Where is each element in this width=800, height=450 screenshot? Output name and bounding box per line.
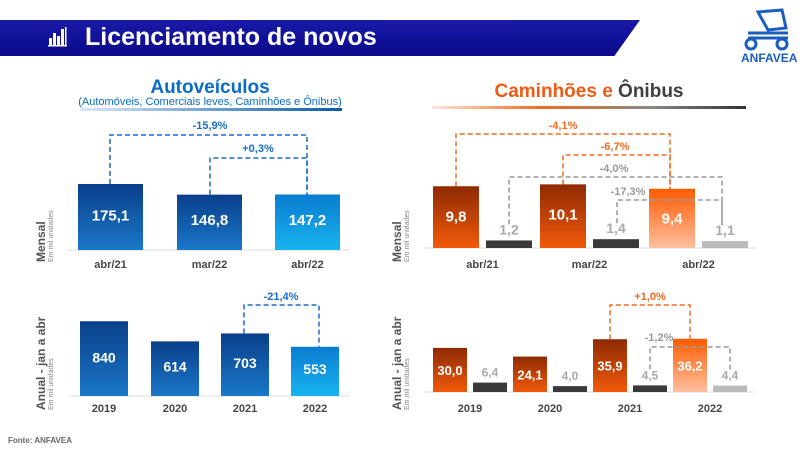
- bus-monthly-annotation-2-bracket: [616, 199, 723, 226]
- truck-monthly-bus-bar: [593, 239, 639, 248]
- truck-monthly-truck-value-label: 10,1: [548, 206, 577, 223]
- y-label-annual-right: Anual - jan a abr Em mil unidades: [390, 316, 411, 410]
- auto-monthly-value-label: 175,1: [92, 207, 130, 224]
- auto-annual-bar: [291, 346, 339, 396]
- truck-annual-truck-bar: [593, 339, 627, 392]
- auto-annual-category-label: 2022: [303, 403, 327, 415]
- bus-annual-annotation-1-bracket: [649, 346, 731, 370]
- auto-annual-value-label: 703: [233, 355, 257, 371]
- truck-monthly-bus-value-label: 1,1: [715, 222, 735, 238]
- truck-annual-truck-value-label: 35,9: [597, 359, 622, 374]
- caminhoes-underline: [432, 106, 746, 109]
- auto-monthly-bar: [78, 183, 143, 250]
- page-title: Licenciamento de novos: [85, 23, 377, 51]
- source-note: Fonte: ANFAVEA: [8, 436, 72, 445]
- caminhoes-onibus-title: Caminhões e Ônibus: [432, 81, 746, 103]
- truck-monthly-annotation-2-label: -6,7%: [601, 141, 630, 153]
- auto-annual-bar: [151, 341, 199, 396]
- auto-annual-bar: [221, 333, 269, 396]
- auto-annual-annotation-1-label: -21,4%: [264, 291, 299, 303]
- anfavea-logo-text: ANFAVEA: [741, 51, 798, 65]
- auto-monthly-category-label: abr/22: [291, 259, 323, 271]
- truck-annual-bus-bar: [553, 386, 587, 392]
- truck-annual-truck-value-label: 36,2: [677, 358, 702, 373]
- auto-monthly-annotation-2-label: +0,3%: [242, 143, 274, 155]
- truck-annual-category-label: 2020: [538, 403, 562, 415]
- autoveiculos-title: Autoveículos: [150, 77, 270, 98]
- auto-annual-value-label: 840: [92, 349, 116, 365]
- truck-annual-annotation-1-bracket: [609, 304, 691, 340]
- anfavea-logo-icon: [744, 8, 789, 51]
- auto-monthly-bar: [275, 194, 340, 250]
- auto-monthly-annotation-1-label: -15,9%: [193, 120, 228, 132]
- auto-monthly-category-label: mar/22: [192, 259, 227, 271]
- auto-annual-category-label: 2021: [233, 403, 257, 415]
- truck-monthly-annotation-1-bracket: [455, 133, 671, 189]
- truck-monthly-truck-bar: [540, 184, 586, 248]
- truck-annual-bus-value-label: 4,0: [562, 369, 579, 383]
- y-label-monthly-left: Mensal Em mil unidades: [34, 210, 55, 262]
- truck-monthly-bus-bar: [486, 240, 532, 248]
- truck-monthly-category-label: mar/22: [572, 259, 607, 271]
- title-bar: [0, 20, 640, 56]
- truck-annual-category-label: 2022: [698, 403, 722, 415]
- title-buses: Ônibus: [618, 81, 684, 102]
- bus-monthly-annotation-1-label: -4,0%: [600, 163, 629, 175]
- auto-annual-category-label: 2020: [163, 403, 187, 415]
- bus-monthly-annotation-2-label: -17,3%: [611, 186, 646, 198]
- y-label-annual-left: Anual - jan a abr Em mil unidades: [34, 316, 55, 410]
- truck-annual-bus-bar: [713, 385, 747, 392]
- truck-annual-bus-value-label: 4,5: [642, 368, 659, 382]
- auto-annual-value-label: 614: [163, 358, 187, 374]
- auto-annual-category-label: 2019: [92, 403, 116, 415]
- autoveiculos-underline: [80, 108, 342, 111]
- truck-annual-category-label: 2019: [458, 403, 482, 415]
- truck-monthly-category-label: abr/22: [682, 259, 714, 271]
- truck-annual-truck-value-label: 24,1: [517, 367, 542, 382]
- truck-monthly-truck-value-label: 9,4: [662, 210, 684, 227]
- y-label-monthly-right: Mensal Em mil unidades: [390, 210, 411, 262]
- truck-annual-bus-value-label: 6,4: [482, 366, 499, 380]
- truck-monthly-category-label: abr/21: [466, 259, 498, 271]
- autoveiculos-subtitle: (Automóveis, Comerciais leves, Caminhões…: [78, 96, 342, 108]
- truck-monthly-annotation-2-bracket: [562, 154, 671, 189]
- truck-monthly-bus-value-label: 1,4: [606, 220, 626, 236]
- truck-monthly-truck-bar: [649, 188, 695, 248]
- bar-chart-icon: [48, 27, 67, 47]
- truck-annual-truck-value-label: 30,0: [437, 363, 462, 378]
- truck-monthly-bus-value-label: 1,2: [499, 221, 519, 237]
- truck-annual-truck-bar: [433, 347, 467, 392]
- truck-monthly-annotation-1-label: -4,1%: [549, 120, 578, 132]
- truck-monthly-truck-value-label: 9,8: [446, 208, 467, 225]
- auto-annual-annotation-1-bracket: [243, 304, 320, 347]
- auto-monthly-bar: [177, 194, 242, 250]
- truck-annual-bus-value-label: 4,4: [722, 369, 739, 383]
- auto-monthly-category-label: abr/21: [94, 259, 126, 271]
- bus-annual-annotation-1-label: -1,2%: [645, 332, 674, 344]
- truck-annual-bus-bar: [633, 385, 667, 392]
- auto-monthly-annotation-2-bracket: [209, 157, 308, 195]
- auto-monthly-value-label: 146,8: [191, 212, 229, 229]
- truck-annual-category-label: 2021: [618, 403, 642, 415]
- auto-monthly-value-label: 147,2: [289, 212, 327, 229]
- truck-annual-annotation-1-label: +1,0%: [634, 291, 666, 303]
- truck-monthly-bus-bar: [702, 241, 748, 248]
- truck-monthly-truck-bar: [433, 186, 479, 248]
- auto-annual-value-label: 553: [303, 361, 327, 377]
- truck-annual-truck-bar: [513, 356, 547, 392]
- title-trucks: Caminhões e: [494, 81, 613, 102]
- auto-annual-bar: [80, 321, 128, 396]
- truck-annual-bus-bar: [473, 382, 507, 392]
